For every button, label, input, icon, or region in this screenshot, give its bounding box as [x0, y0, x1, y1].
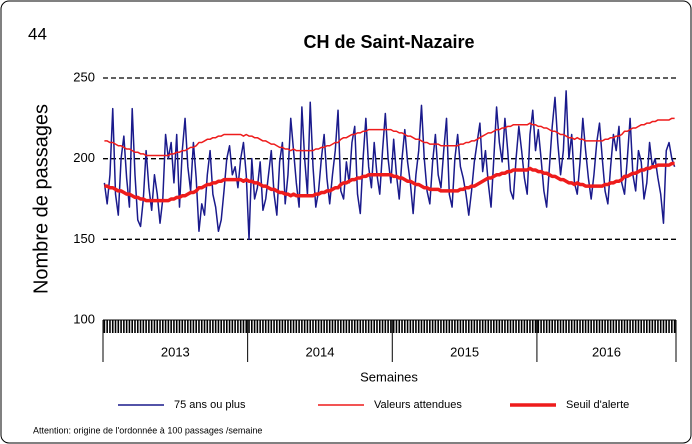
x-axis-title: Semaines: [360, 369, 418, 384]
legend-label: 75 ans ou plus: [174, 399, 246, 411]
y-tick-label: 150: [73, 231, 95, 246]
x-group-label: 2013: [161, 344, 190, 359]
y-tick-label: 200: [73, 150, 95, 165]
x-group-label: 2016: [592, 344, 621, 359]
x-group-label: 2014: [306, 344, 335, 359]
y-tick-label: 100: [73, 311, 95, 326]
x-group-label: 2015: [450, 344, 479, 359]
legend-label: Seuil d'alerte: [566, 399, 629, 411]
legend-label: Valeurs attendues: [374, 399, 462, 411]
y-tick-label: 250: [73, 69, 95, 84]
series-line: [104, 117, 675, 157]
corner-label: 44: [28, 24, 47, 43]
series-line: [104, 161, 675, 203]
chart-title: CH de Saint-Nazaire: [303, 32, 474, 52]
y-axis-title: Nombre de passages: [30, 104, 52, 294]
footnote: Attention: origine de l'ordonnée à 100 p…: [33, 425, 262, 435]
series-line: [103, 90, 676, 241]
